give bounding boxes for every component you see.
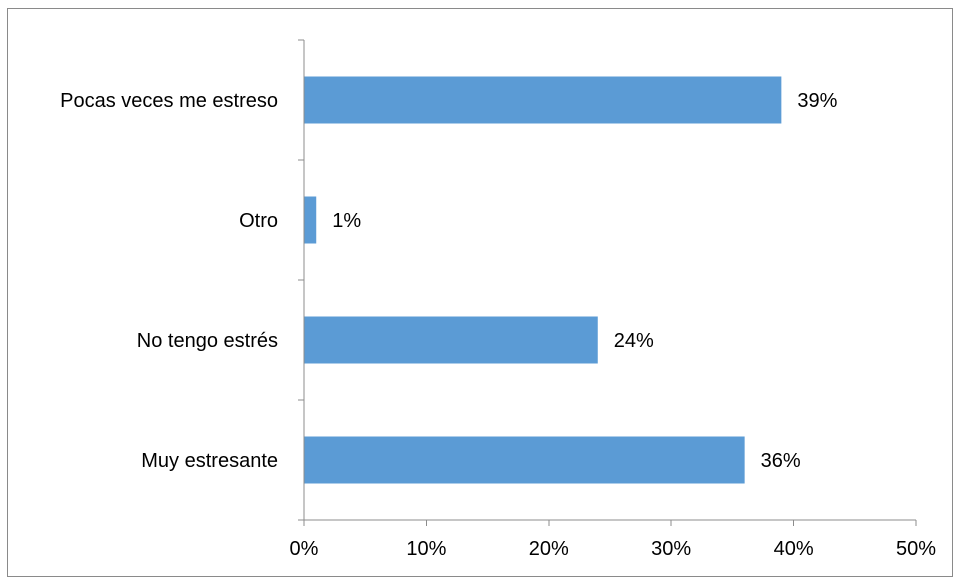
x-tick-label-5: 50% [896, 538, 936, 560]
category-label-1: Otro [239, 210, 278, 232]
category-label-3: Muy estresante [141, 450, 278, 472]
bars-group [304, 76, 782, 484]
bar-1 [304, 196, 317, 244]
x-tick-label-4: 40% [774, 538, 814, 560]
x-tick-label-3: 30% [651, 538, 691, 560]
bar-2 [304, 316, 598, 364]
data-label-0: 39% [797, 90, 837, 112]
category-label-2: No tengo estrés [137, 330, 278, 352]
data-label-3: 36% [761, 450, 801, 472]
bar-0 [304, 76, 782, 124]
labels-group: Pocas veces me estreso 39% Otro 1% No tengo … [60, 90, 936, 560]
category-label-0: Pocas veces me estreso [60, 90, 278, 112]
bar-3 [304, 436, 745, 484]
x-tick-label-0: 0% [290, 538, 319, 560]
axes-group [298, 39, 917, 526]
data-label-2: 24% [614, 330, 654, 352]
x-tick-label-2: 20% [529, 538, 569, 560]
data-label-1: 1% [332, 210, 361, 232]
x-tick-label-1: 10% [406, 538, 446, 560]
